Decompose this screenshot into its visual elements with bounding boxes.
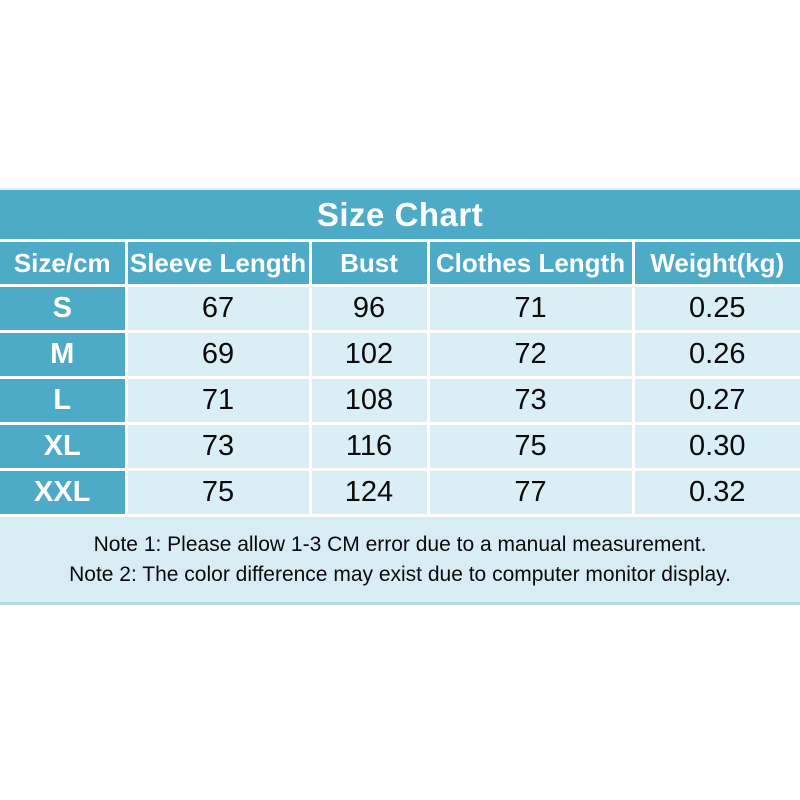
column-header-clothes-length: Clothes Length — [426, 239, 635, 287]
note-line-2: Note 2: The color difference may exist d… — [69, 562, 731, 586]
size-cell: XXL — [0, 468, 128, 517]
value-cell: 0.30 — [631, 422, 800, 471]
value-cell: 71 — [426, 284, 635, 333]
value-cell: 116 — [308, 422, 430, 471]
column-header-weight: Weight(kg) — [631, 239, 800, 287]
title-row: Size Chart — [0, 188, 800, 242]
value-cell: 108 — [308, 376, 430, 425]
table-row-xl: XL 73 116 75 0.30 — [0, 422, 800, 471]
table-row-m: M 69 102 72 0.26 — [0, 330, 800, 379]
value-cell: 0.25 — [631, 284, 800, 333]
value-cell: 0.32 — [631, 468, 800, 517]
note-line-1: Note 1: Please allow 1-3 CM error due to… — [93, 532, 707, 556]
header-row: Size/cm Sleeve Length Bust Clothes Lengt… — [0, 239, 800, 287]
size-chart-container: Size Chart Size/cm Sleeve Length Bust Cl… — [0, 188, 800, 605]
column-header-size: Size/cm — [0, 239, 128, 287]
value-cell: 73 — [426, 376, 635, 425]
size-cell: S — [0, 284, 128, 333]
column-header-bust: Bust — [308, 239, 430, 287]
table-row-s: S 67 96 71 0.25 — [0, 284, 800, 333]
value-cell: 77 — [426, 468, 635, 517]
size-cell: L — [0, 376, 128, 425]
notes-row: Note 1: Please allow 1-3 CM error due to… — [0, 514, 800, 604]
value-cell: 75 — [426, 422, 635, 471]
size-cell: XL — [0, 422, 128, 471]
value-cell: 124 — [308, 468, 430, 517]
value-cell: 75 — [124, 468, 312, 517]
table-row-l: L 71 108 73 0.27 — [0, 376, 800, 425]
value-cell: 71 — [124, 376, 312, 425]
table-title: Size Chart — [0, 188, 800, 242]
column-header-sleeve-length: Sleeve Length — [124, 239, 312, 287]
size-chart-table: Size Chart Size/cm Sleeve Length Bust Cl… — [0, 188, 800, 604]
value-cell: 102 — [308, 330, 430, 379]
value-cell: 0.26 — [631, 330, 800, 379]
table-row-xxl: XXL 75 124 77 0.32 — [0, 468, 800, 517]
value-cell: 0.27 — [631, 376, 800, 425]
value-cell: 72 — [426, 330, 635, 379]
size-cell: M — [0, 330, 128, 379]
value-cell: 73 — [124, 422, 312, 471]
value-cell: 67 — [124, 284, 312, 333]
value-cell: 96 — [308, 284, 430, 333]
notes: Note 1: Please allow 1-3 CM error due to… — [0, 514, 800, 604]
value-cell: 69 — [124, 330, 312, 379]
